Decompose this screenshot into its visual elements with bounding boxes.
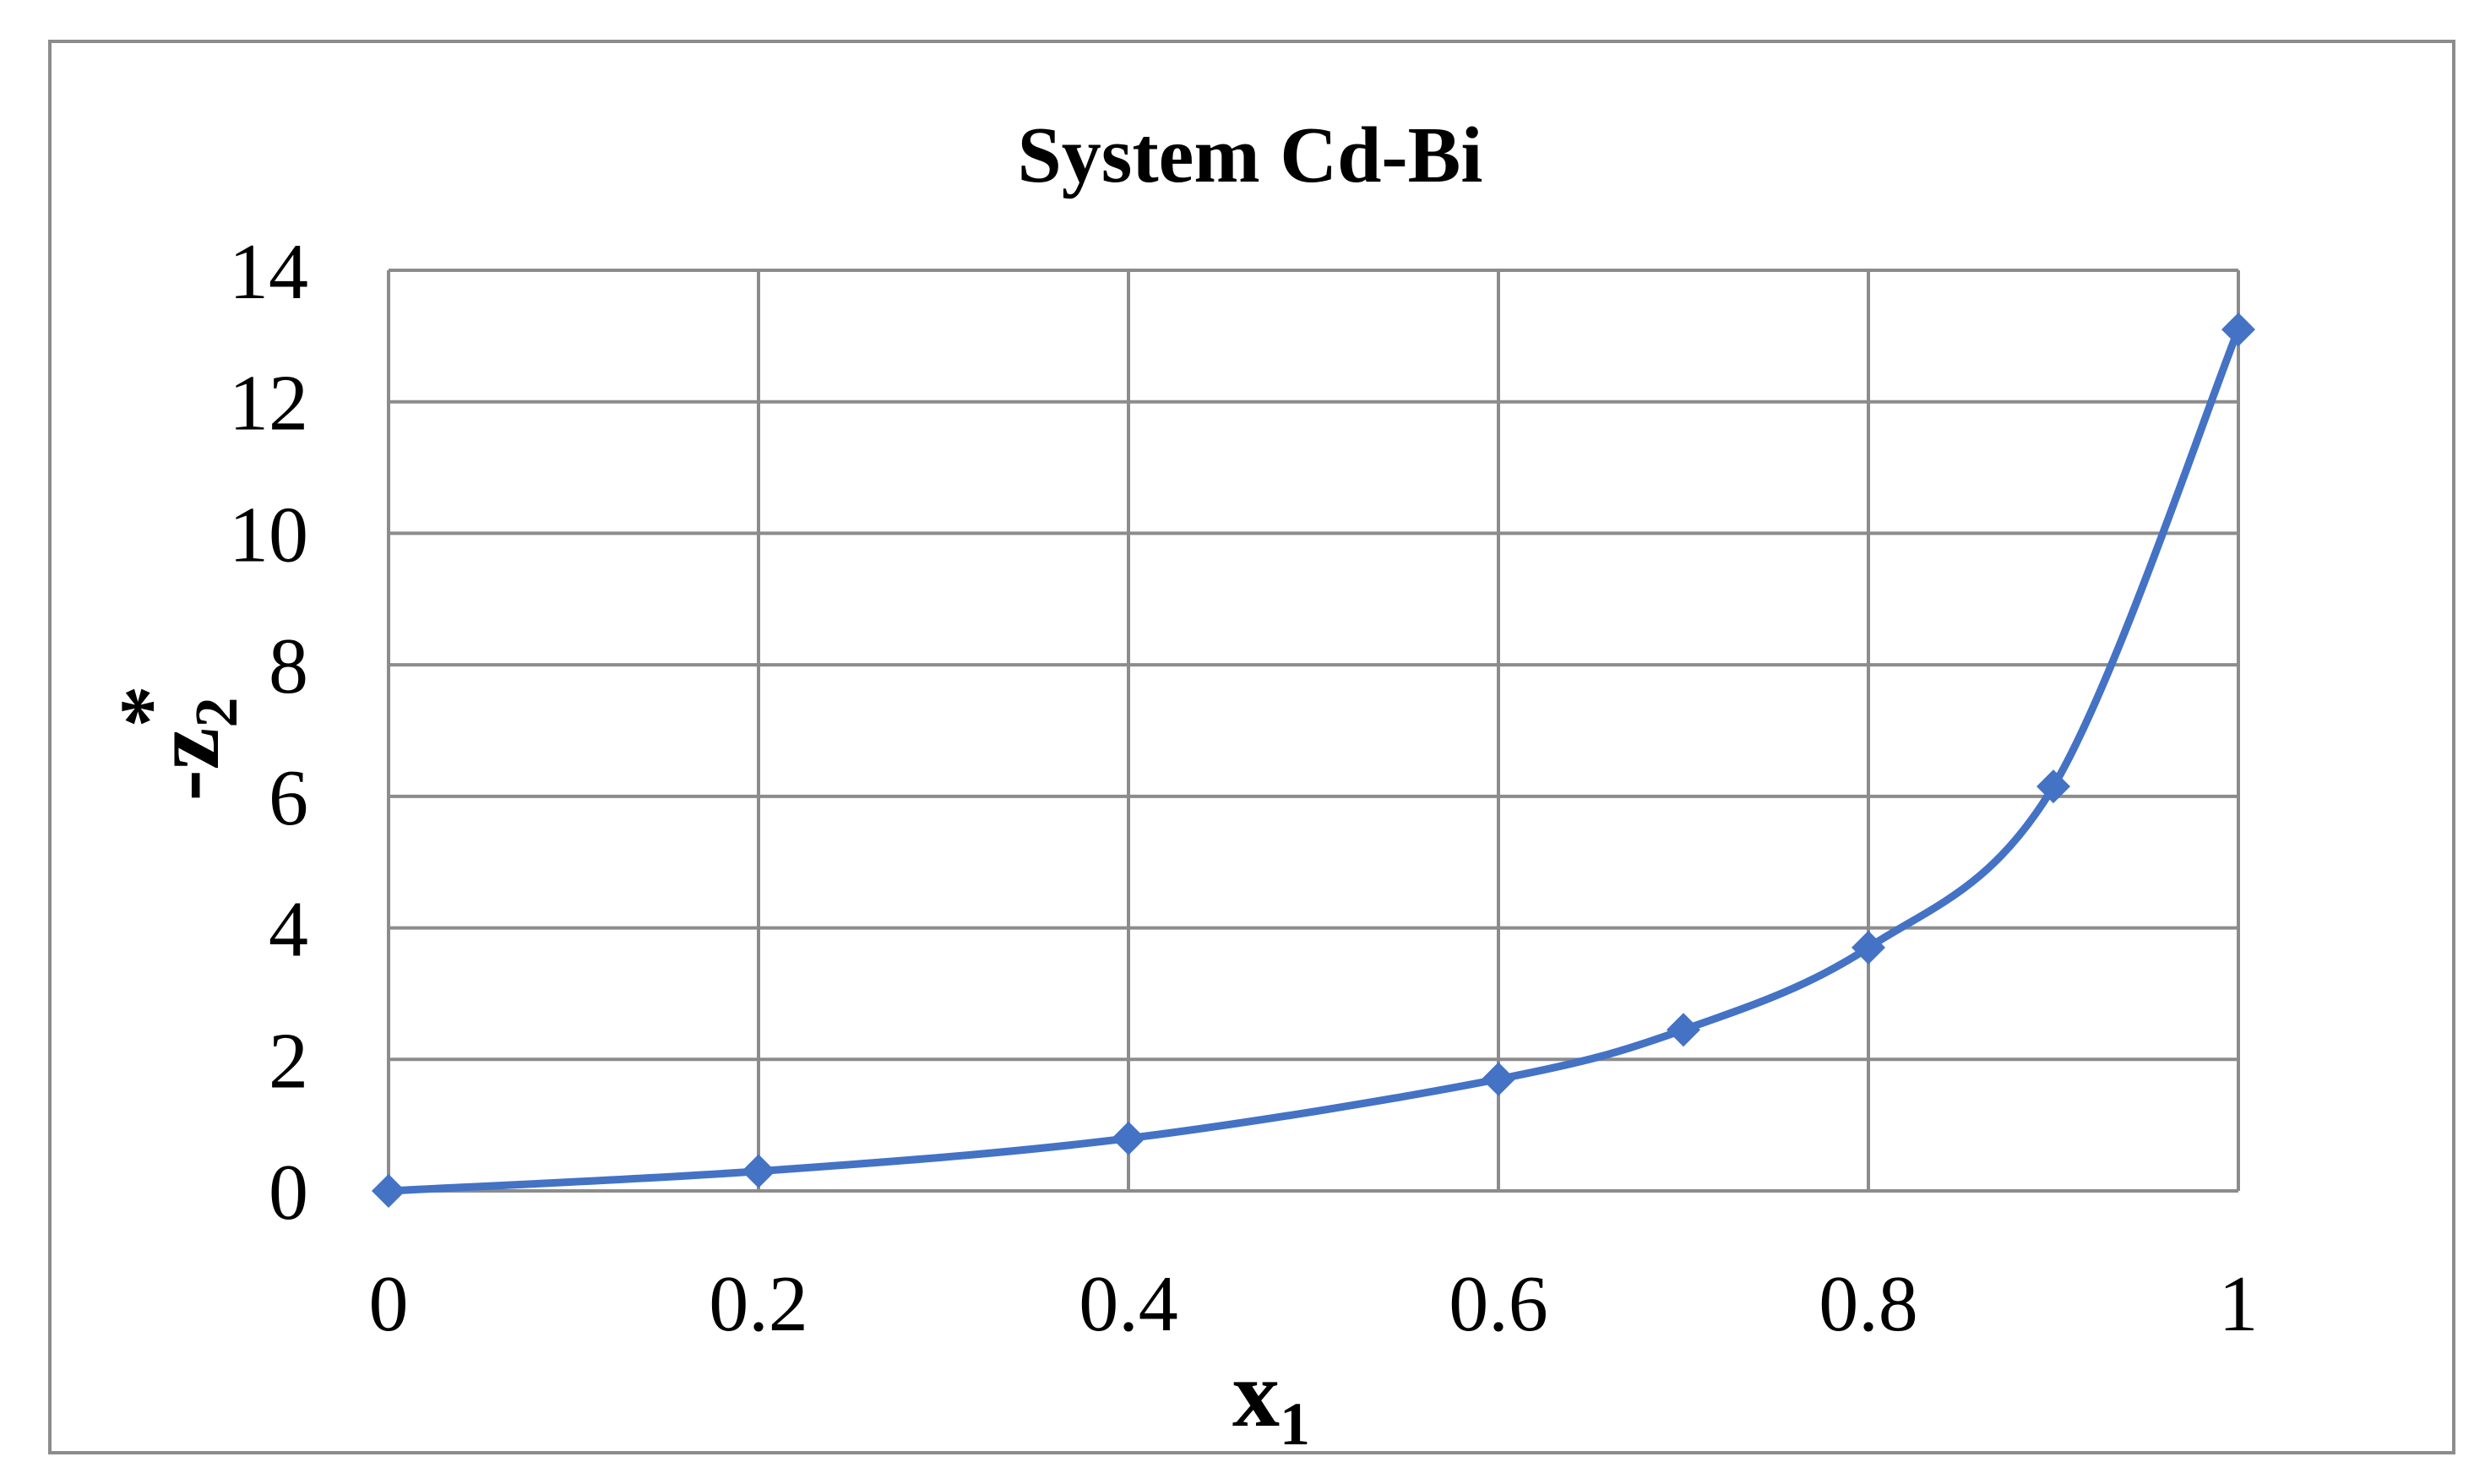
data-point-4-diamond-icon	[1667, 1013, 1700, 1047]
y-tick-label: 8	[269, 622, 308, 710]
y-tick-label: 4	[269, 886, 308, 974]
data-point-3-diamond-icon	[1482, 1062, 1515, 1096]
x-tick-label: 1	[2219, 1260, 2259, 1348]
y-axis-label-superscript: *	[102, 685, 196, 727]
y-tick-label: 2	[269, 1017, 308, 1105]
data-point-5-diamond-icon	[1852, 930, 1885, 965]
y-tick-label: 12	[229, 360, 308, 448]
data-markers	[372, 313, 2255, 1208]
y-tick-label: 10	[229, 491, 308, 579]
x-tick-label: 0	[369, 1260, 409, 1348]
data-point-2-diamond-icon	[1112, 1121, 1145, 1155]
y-axis-label: -z2*	[102, 685, 250, 801]
data-point-0-diamond-icon	[372, 1174, 405, 1208]
y-axis-label-subscript: 2	[182, 697, 250, 727]
data-point-6-diamond-icon	[2036, 769, 2070, 804]
x-tick-labels: 0 0.2 0.4 0.6 0.8 1	[369, 1260, 2259, 1348]
data-point-1-diamond-icon	[742, 1154, 775, 1188]
y-tick-labels: 0 2 4 6 8 10 12 14	[229, 228, 308, 1237]
y-tick-label: 6	[269, 754, 308, 842]
x-tick-label: 0.8	[1819, 1260, 1918, 1348]
x-axis-label-main: x	[1232, 1342, 1280, 1447]
x-tick-label: 0.4	[1079, 1260, 1178, 1348]
y-tick-label: 0	[269, 1149, 308, 1237]
y-tick-label: 14	[229, 228, 308, 316]
data-point-7-diamond-icon	[2221, 313, 2255, 347]
series-line	[384, 325, 2243, 1195]
x-axis-label: x1	[1232, 1342, 1310, 1458]
x-tick-label: 0.2	[709, 1260, 808, 1348]
chart-frame	[48, 40, 2455, 1454]
x-axis-label-subscript: 1	[1280, 1390, 1310, 1458]
y-axis-label-main: -z	[134, 727, 239, 801]
grid	[387, 269, 2240, 1193]
x-tick-label: 0.6	[1449, 1260, 1548, 1348]
chart-title: System Cd-Bi	[1018, 111, 1483, 199]
